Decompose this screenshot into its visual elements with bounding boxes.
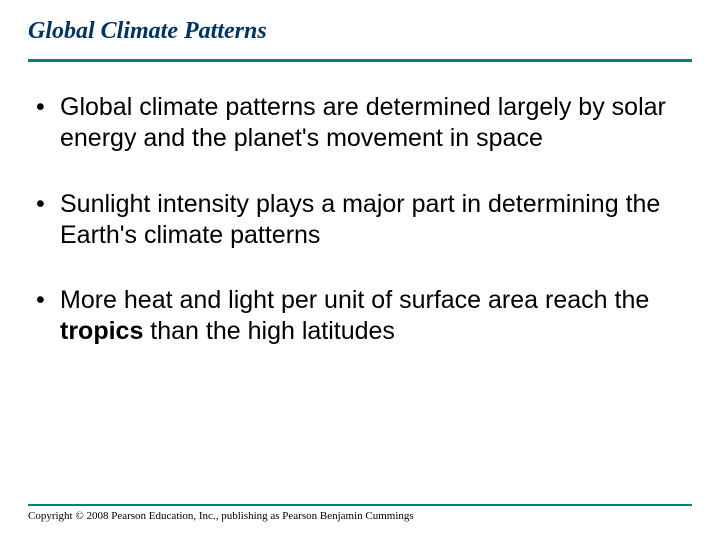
bullet-text-pre: Sunlight intensity plays a major part in… <box>60 190 660 249</box>
slide: Global Climate Patterns • Global climate… <box>0 0 720 540</box>
bullet-item: • Sunlight intensity plays a major part … <box>34 189 686 252</box>
bullet-text: More heat and light per unit of surface … <box>60 285 686 348</box>
bullet-text: Sunlight intensity plays a major part in… <box>60 189 686 252</box>
bullet-text-pre: Global climate patterns are determined l… <box>60 93 666 152</box>
divider-bottom <box>28 504 692 506</box>
slide-title: Global Climate Patterns <box>28 18 692 45</box>
bullet-marker: • <box>34 92 60 155</box>
divider-top <box>28 59 692 62</box>
bullet-text: Global climate patterns are determined l… <box>60 92 686 155</box>
bullet-marker: • <box>34 189 60 252</box>
copyright-text: Copyright © 2008 Pearson Education, Inc.… <box>28 510 692 522</box>
bullet-item: • More heat and light per unit of surfac… <box>34 285 686 348</box>
footer: Copyright © 2008 Pearson Education, Inc.… <box>28 504 692 522</box>
bullet-text-bold: tropics <box>60 317 143 345</box>
bullet-text-pre: More heat and light per unit of surface … <box>60 286 649 314</box>
content-area: • Global climate patterns are determined… <box>28 92 692 348</box>
bullet-item: • Global climate patterns are determined… <box>34 92 686 155</box>
bullet-marker: • <box>34 285 60 348</box>
bullet-text-post: than the high latitudes <box>143 317 395 345</box>
